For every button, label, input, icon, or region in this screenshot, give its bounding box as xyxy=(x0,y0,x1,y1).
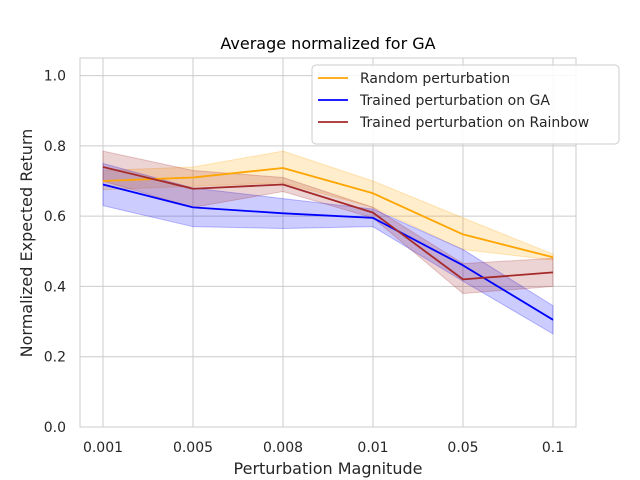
legend-label: Trained perturbation on Rainbow xyxy=(359,115,589,131)
x-tick-label: 0.001 xyxy=(83,440,123,456)
confidence-band xyxy=(102,162,554,335)
series-line xyxy=(102,167,554,259)
y-tick-label: 0.8 xyxy=(44,139,66,155)
series-line xyxy=(102,183,554,321)
x-tick-label: 0.008 xyxy=(263,440,303,456)
legend-label: Random perturbation xyxy=(360,71,510,87)
y-axis-label: Normalized Expected Return xyxy=(17,129,36,358)
x-axis-label: Perturbation Magnitude xyxy=(234,459,423,478)
legend: Random perturbation Trained perturbation … xyxy=(311,64,620,145)
legend-box xyxy=(311,64,620,145)
y-tick-label: 0.6 xyxy=(44,209,66,225)
x-tick-label: 0.1 xyxy=(542,440,564,456)
x-tick-label: 0.005 xyxy=(173,440,213,456)
y-tick-label: 0.0 xyxy=(44,420,66,436)
x-tick-labels: 0.001 0.005 0.008 0.01 0.05 0.1 xyxy=(83,440,564,456)
x-tick-label: 0.01 xyxy=(357,440,388,456)
y-tick-label: 0.2 xyxy=(44,350,66,366)
y-tick-labels: 0.0 0.2 0.4 0.6 0.8 1.0 xyxy=(44,69,66,436)
series-line xyxy=(102,166,554,281)
legend-entries: Random perturbation Trained perturbation … xyxy=(318,71,589,131)
confidence-bands xyxy=(102,150,554,335)
plot-frame xyxy=(79,57,577,428)
chart-title: Average normalized for GA xyxy=(220,34,435,53)
x-tick-label: 0.05 xyxy=(447,440,478,456)
y-tick-label: 0.4 xyxy=(44,279,66,295)
series-lines xyxy=(102,166,554,321)
confidence-band xyxy=(102,150,554,261)
y-tick-label: 1.0 xyxy=(44,69,66,85)
legend-label: Trained perturbation on GA xyxy=(359,93,550,109)
